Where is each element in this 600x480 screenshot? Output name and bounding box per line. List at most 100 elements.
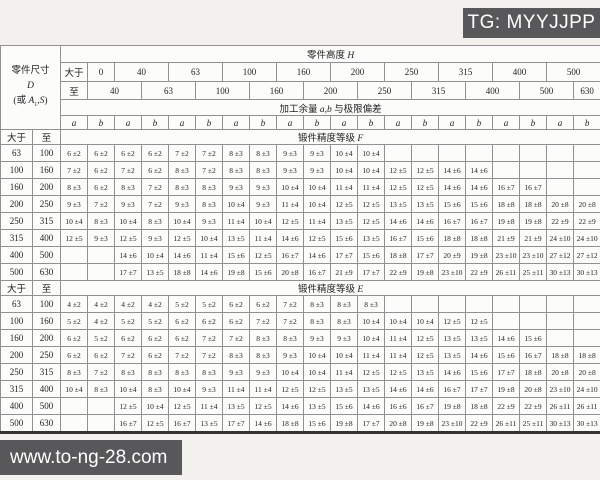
value-cell: 6 ±2 bbox=[222, 312, 251, 330]
to-cell: 400 bbox=[31, 229, 62, 247]
height-to-value-cell: 250 bbox=[357, 81, 413, 100]
empty-cell bbox=[60, 246, 89, 264]
over-label-cell: 大于 bbox=[0, 280, 33, 296]
value-cell: 22 ±9 bbox=[465, 414, 494, 433]
value-cell: 6 ±2 bbox=[141, 161, 170, 179]
symbol-text: H bbox=[347, 51, 355, 61]
table-row: 200 250 9 ±3 7 ±2 9 ±3 7 ±2 9 ±3 8 ±3 10 ±4 9 ±3 1… bbox=[0, 195, 600, 213]
value-cell: 8 ±3 bbox=[222, 346, 251, 364]
value-cell: 6 ±2 bbox=[141, 329, 170, 347]
value-cell: 14 ±6 bbox=[438, 363, 467, 381]
ab-column-header-cell: a bbox=[276, 115, 305, 130]
height-over-value-cell: 400 bbox=[492, 62, 548, 82]
value-cell: 8 ±3 bbox=[249, 346, 278, 364]
value-cell: 9 ±3 bbox=[303, 329, 332, 347]
height-to-value-cell: 315 bbox=[411, 81, 467, 100]
value-cell: 12 ±5 bbox=[141, 414, 170, 433]
telegram-watermark-badge: TG: MYYJJPP bbox=[463, 8, 600, 38]
to-label-cell: 至 bbox=[60, 81, 89, 100]
height-over-value-cell: 63 bbox=[168, 62, 224, 82]
value-cell: 8 ±3 bbox=[330, 312, 359, 330]
value-cell: 5 ±2 bbox=[141, 312, 170, 330]
to-cell: 100 bbox=[31, 144, 62, 162]
value-cell: 30 ±13 bbox=[573, 414, 600, 433]
value-cell: 20 ±8 bbox=[546, 363, 575, 381]
value-cell: 21 ±9 bbox=[492, 229, 521, 247]
height-to-value-cell: 400 bbox=[465, 81, 521, 100]
value-cell: 26 ±11 bbox=[546, 397, 575, 415]
over-cell: 250 bbox=[0, 363, 33, 381]
to-cell: 160 bbox=[31, 312, 62, 330]
value-cell: 14 ±6 bbox=[438, 178, 467, 196]
value-cell: 8 ±3 bbox=[87, 212, 116, 230]
ab-column-header-cell: b bbox=[519, 115, 548, 130]
empty-cell bbox=[519, 144, 548, 162]
over-cell: 63 bbox=[0, 295, 33, 313]
value-cell: 16 ±7 bbox=[384, 229, 413, 247]
ab-column-header-cell: b bbox=[303, 115, 332, 130]
to-cell: 250 bbox=[31, 346, 62, 364]
ab-column-header-cell: b bbox=[249, 115, 278, 130]
value-cell: 10 ±4 bbox=[330, 346, 359, 364]
value-cell: 14 ±6 bbox=[384, 212, 413, 230]
table-row: 63 100 6 ±2 6 ±2 6 ±2 6 ±2 7 ±2 7 ±2 8 ±3 8 ±3 9 ±… bbox=[0, 144, 600, 162]
value-cell: 23 ±10 bbox=[438, 263, 467, 281]
label-text: 与极限偏差 bbox=[331, 104, 382, 115]
value-cell: 11 ±4 bbox=[384, 346, 413, 364]
to-cell: 500 bbox=[31, 246, 62, 264]
table-row: 大于至锻件精度等级 F bbox=[0, 129, 600, 145]
over-cell: 400 bbox=[0, 397, 33, 415]
table-row: 160 200 8 ±3 6 ±2 8 ±3 7 ±2 8 ±3 8 ±3 9 ±3 9 ±3 10… bbox=[0, 178, 600, 196]
empty-cell bbox=[546, 178, 575, 196]
value-cell: 10 ±4 bbox=[60, 380, 89, 398]
height-to-value-cell: 40 bbox=[87, 81, 143, 100]
value-cell: 8 ±3 bbox=[60, 363, 89, 381]
value-cell: 21 ±9 bbox=[519, 229, 548, 247]
value-cell: 9 ±3 bbox=[303, 161, 332, 179]
height-over-value-cell: 40 bbox=[114, 62, 170, 82]
value-cell: 11 ±4 bbox=[222, 212, 251, 230]
empty-cell bbox=[411, 295, 440, 313]
label-text: 锻件精度等级 bbox=[297, 134, 358, 144]
value-cell: 18 ±8 bbox=[519, 195, 548, 213]
value-cell: 18 ±8 bbox=[276, 414, 305, 433]
value-cell: 10 ±4 bbox=[195, 229, 224, 247]
value-cell: 13 ±5 bbox=[330, 212, 359, 230]
value-cell: 14 ±6 bbox=[276, 397, 305, 415]
to-cell: 630 bbox=[31, 414, 62, 433]
value-cell: 13 ±5 bbox=[357, 229, 386, 247]
value-cell: 16 ±7 bbox=[492, 178, 521, 196]
ab-column-header-cell: a bbox=[330, 115, 359, 130]
table-row: 大于至锻件精度等级 E bbox=[0, 280, 600, 296]
value-cell: 9 ±3 bbox=[195, 380, 224, 398]
value-cell: 10 ±4 bbox=[276, 178, 305, 196]
table-row: 100 160 7 ±2 6 ±2 7 ±2 6 ±2 8 ±3 7 ±2 8 ±3 8 ±3 9 … bbox=[0, 161, 600, 179]
value-cell: 6 ±2 bbox=[141, 346, 170, 364]
value-cell: 22 ±9 bbox=[573, 212, 600, 230]
value-cell: 19 ±8 bbox=[438, 397, 467, 415]
over-cell: 315 bbox=[0, 229, 33, 247]
empty-cell bbox=[465, 295, 494, 313]
value-cell: 12 ±5 bbox=[411, 346, 440, 364]
empty-cell bbox=[573, 329, 600, 347]
value-cell: 12 ±5 bbox=[168, 397, 197, 415]
value-cell: 12 ±5 bbox=[249, 397, 278, 415]
value-cell: 9 ±3 bbox=[276, 144, 305, 162]
ab-column-header-cell: b bbox=[87, 115, 116, 130]
ab-column-header-cell: a bbox=[384, 115, 413, 130]
website-watermark: www.to-ng-28.com bbox=[0, 440, 182, 475]
value-cell: 9 ±3 bbox=[195, 212, 224, 230]
over-cell: 400 bbox=[0, 246, 33, 264]
value-cell: 14 ±6 bbox=[465, 346, 494, 364]
table-row: 315 400 10 ±4 8 ±3 10 ±4 8 ±3 10 ±4 9 ±3 11 ±4 11… bbox=[0, 380, 600, 398]
value-cell: 8 ±3 bbox=[60, 178, 89, 196]
value-cell: 9 ±3 bbox=[141, 229, 170, 247]
value-cell: 6 ±2 bbox=[195, 312, 224, 330]
value-cell: 16 ±6 bbox=[384, 397, 413, 415]
value-cell: 11 ±4 bbox=[330, 363, 359, 381]
part-height-title-cell: 零件高度 H bbox=[60, 45, 600, 63]
height-over-value-cell: 0 bbox=[87, 62, 116, 82]
value-cell: 24 ±10 bbox=[573, 380, 600, 398]
value-cell: 12 ±5 bbox=[411, 178, 440, 196]
symbol-text: E bbox=[357, 285, 364, 295]
